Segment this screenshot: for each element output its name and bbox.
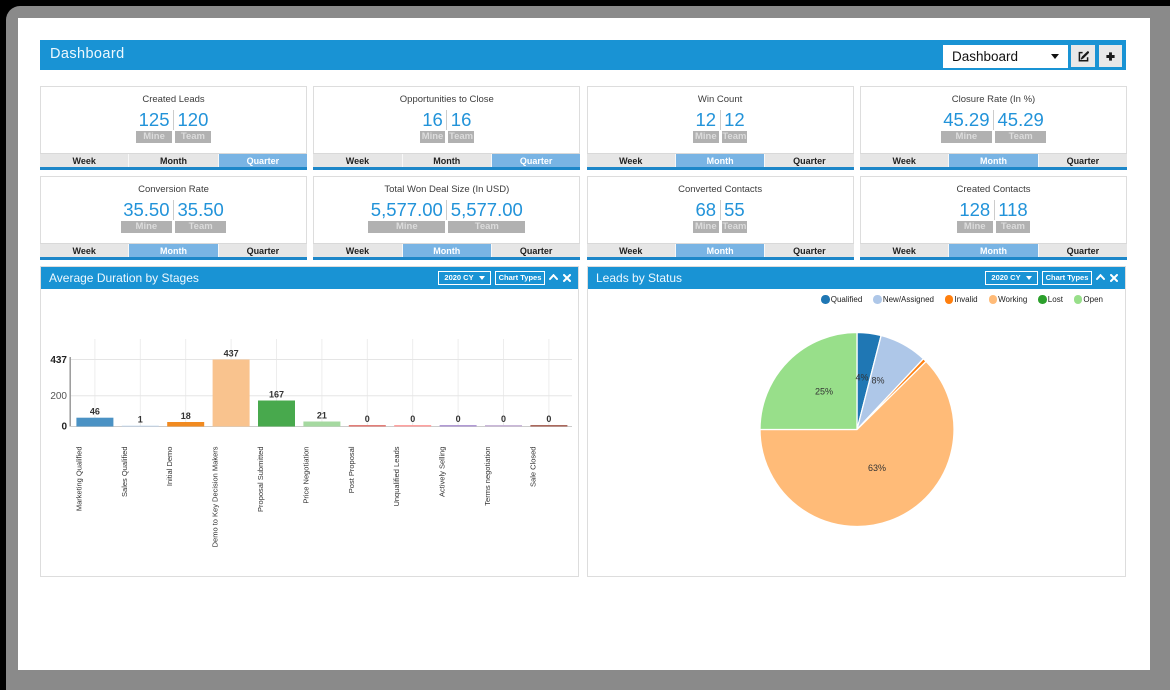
svg-text:Unqualified Leads: Unqualified Leads	[392, 446, 401, 506]
svg-text:46: 46	[90, 407, 100, 417]
svg-text:1: 1	[138, 415, 143, 425]
svg-text:18: 18	[181, 411, 191, 421]
svg-text:63%: 63%	[868, 463, 886, 473]
svg-text:0: 0	[365, 414, 370, 424]
svg-text:Sales Qualified: Sales Qualified	[120, 447, 129, 497]
svg-text:437: 437	[224, 349, 239, 359]
svg-text:0: 0	[546, 414, 551, 424]
svg-text:8%: 8%	[871, 376, 884, 386]
svg-text:Terms negotiation: Terms negotiation	[483, 447, 492, 506]
svg-text:200: 200	[50, 391, 67, 402]
svg-text:Initial Demo: Initial Demo	[165, 447, 174, 487]
svg-text:25%: 25%	[815, 387, 833, 397]
svg-text:Demo to Key Decision Makers: Demo to Key Decision Makers	[211, 446, 220, 547]
svg-text:437: 437	[50, 355, 67, 366]
svg-text:4%: 4%	[855, 373, 868, 383]
svg-text:0: 0	[501, 414, 506, 424]
svg-text:0: 0	[410, 414, 415, 424]
svg-text:0: 0	[61, 422, 67, 433]
svg-text:Marketing Qualified: Marketing Qualified	[74, 447, 83, 512]
svg-text:Post Proposal: Post Proposal	[347, 446, 356, 493]
svg-text:167: 167	[269, 390, 284, 400]
svg-text:0: 0	[456, 414, 461, 424]
svg-text:21: 21	[317, 411, 327, 421]
svg-text:Sale Closed: Sale Closed	[528, 447, 537, 487]
svg-text:Proposal Submitted: Proposal Submitted	[256, 447, 265, 512]
svg-text:Actively Selling: Actively Selling	[438, 447, 447, 497]
svg-text:Price Negotiation: Price Negotiation	[301, 447, 310, 504]
